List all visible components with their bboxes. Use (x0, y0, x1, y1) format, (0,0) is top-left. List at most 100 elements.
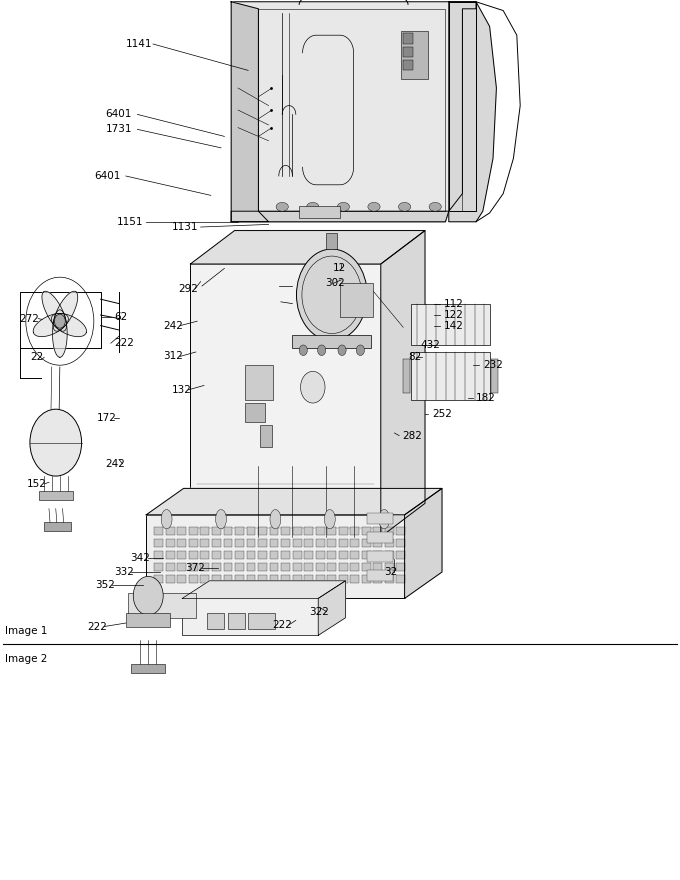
Polygon shape (231, 2, 269, 222)
Bar (154, 527, 163, 535)
Bar (258, 527, 267, 535)
Text: 1151: 1151 (117, 216, 143, 227)
Bar (154, 551, 163, 559)
Bar (367, 532, 393, 543)
Bar (166, 539, 175, 546)
Polygon shape (42, 291, 67, 331)
Bar (126, 613, 170, 627)
Circle shape (301, 371, 325, 403)
Bar (177, 551, 186, 559)
Bar (367, 513, 393, 524)
Bar (401, 31, 428, 79)
Polygon shape (318, 581, 345, 635)
Bar (235, 551, 244, 559)
Text: 252: 252 (432, 408, 452, 419)
Bar (340, 283, 373, 317)
Bar (207, 613, 224, 629)
Text: 302: 302 (325, 278, 345, 289)
Text: 1131: 1131 (171, 222, 198, 232)
Bar (247, 539, 256, 546)
Circle shape (54, 314, 65, 328)
Bar (327, 527, 336, 535)
Bar (362, 551, 371, 559)
Bar (201, 563, 209, 570)
Text: Image 1: Image 1 (5, 627, 48, 636)
Bar (411, 304, 490, 345)
Text: 112: 112 (443, 298, 463, 309)
Bar (350, 575, 359, 583)
Bar (154, 539, 163, 546)
Bar (235, 563, 244, 570)
Bar (362, 539, 371, 546)
Bar (373, 539, 382, 546)
Bar (385, 551, 394, 559)
Bar (292, 563, 301, 570)
Ellipse shape (161, 510, 172, 529)
Circle shape (133, 576, 163, 615)
Bar (131, 664, 165, 673)
Bar (281, 563, 290, 570)
Polygon shape (231, 2, 476, 222)
Text: 232: 232 (483, 360, 503, 370)
Text: 1731: 1731 (105, 124, 132, 135)
Bar (281, 539, 290, 546)
Bar (385, 575, 394, 583)
Text: 182: 182 (476, 392, 496, 403)
Bar (316, 539, 324, 546)
Bar (281, 575, 290, 583)
Ellipse shape (216, 510, 226, 529)
Bar (292, 335, 371, 348)
Ellipse shape (337, 202, 350, 211)
Polygon shape (182, 581, 345, 598)
Bar (327, 575, 336, 583)
Circle shape (299, 345, 307, 356)
Text: 6401: 6401 (105, 109, 132, 120)
Text: 12: 12 (333, 263, 346, 274)
Text: 342: 342 (131, 553, 150, 563)
Bar (190, 264, 381, 537)
Text: 32: 32 (384, 567, 397, 577)
Bar (154, 563, 163, 570)
Bar (350, 539, 359, 546)
Text: 372: 372 (185, 562, 205, 573)
Bar (166, 575, 175, 583)
Bar (396, 527, 405, 535)
Circle shape (296, 249, 367, 341)
Bar (299, 206, 340, 218)
Bar (260, 425, 272, 447)
Bar (146, 515, 405, 598)
Bar (201, 551, 209, 559)
Bar (128, 593, 196, 618)
Bar (270, 575, 279, 583)
Bar (245, 403, 265, 422)
Bar (212, 575, 221, 583)
Bar (247, 563, 256, 570)
Text: 132: 132 (171, 385, 191, 395)
Polygon shape (190, 231, 425, 264)
Bar (189, 527, 198, 535)
Bar (224, 575, 233, 583)
Text: 292: 292 (178, 283, 198, 294)
Bar (44, 522, 71, 531)
Polygon shape (231, 211, 449, 222)
Bar (304, 563, 313, 570)
Bar (201, 527, 209, 535)
Bar (362, 563, 371, 570)
Text: 22: 22 (31, 352, 44, 363)
Bar (362, 527, 371, 535)
Bar (491, 359, 498, 393)
Text: 432: 432 (420, 340, 440, 350)
Circle shape (338, 345, 346, 356)
Bar (212, 551, 221, 559)
Text: 332: 332 (114, 567, 134, 577)
Text: 122: 122 (443, 310, 463, 320)
Ellipse shape (276, 202, 288, 211)
Bar (403, 359, 410, 393)
Bar (403, 47, 413, 57)
Bar (339, 539, 347, 546)
Bar (235, 539, 244, 546)
Bar (339, 527, 347, 535)
Text: 322: 322 (309, 606, 329, 617)
Bar (339, 575, 347, 583)
Bar (373, 551, 382, 559)
